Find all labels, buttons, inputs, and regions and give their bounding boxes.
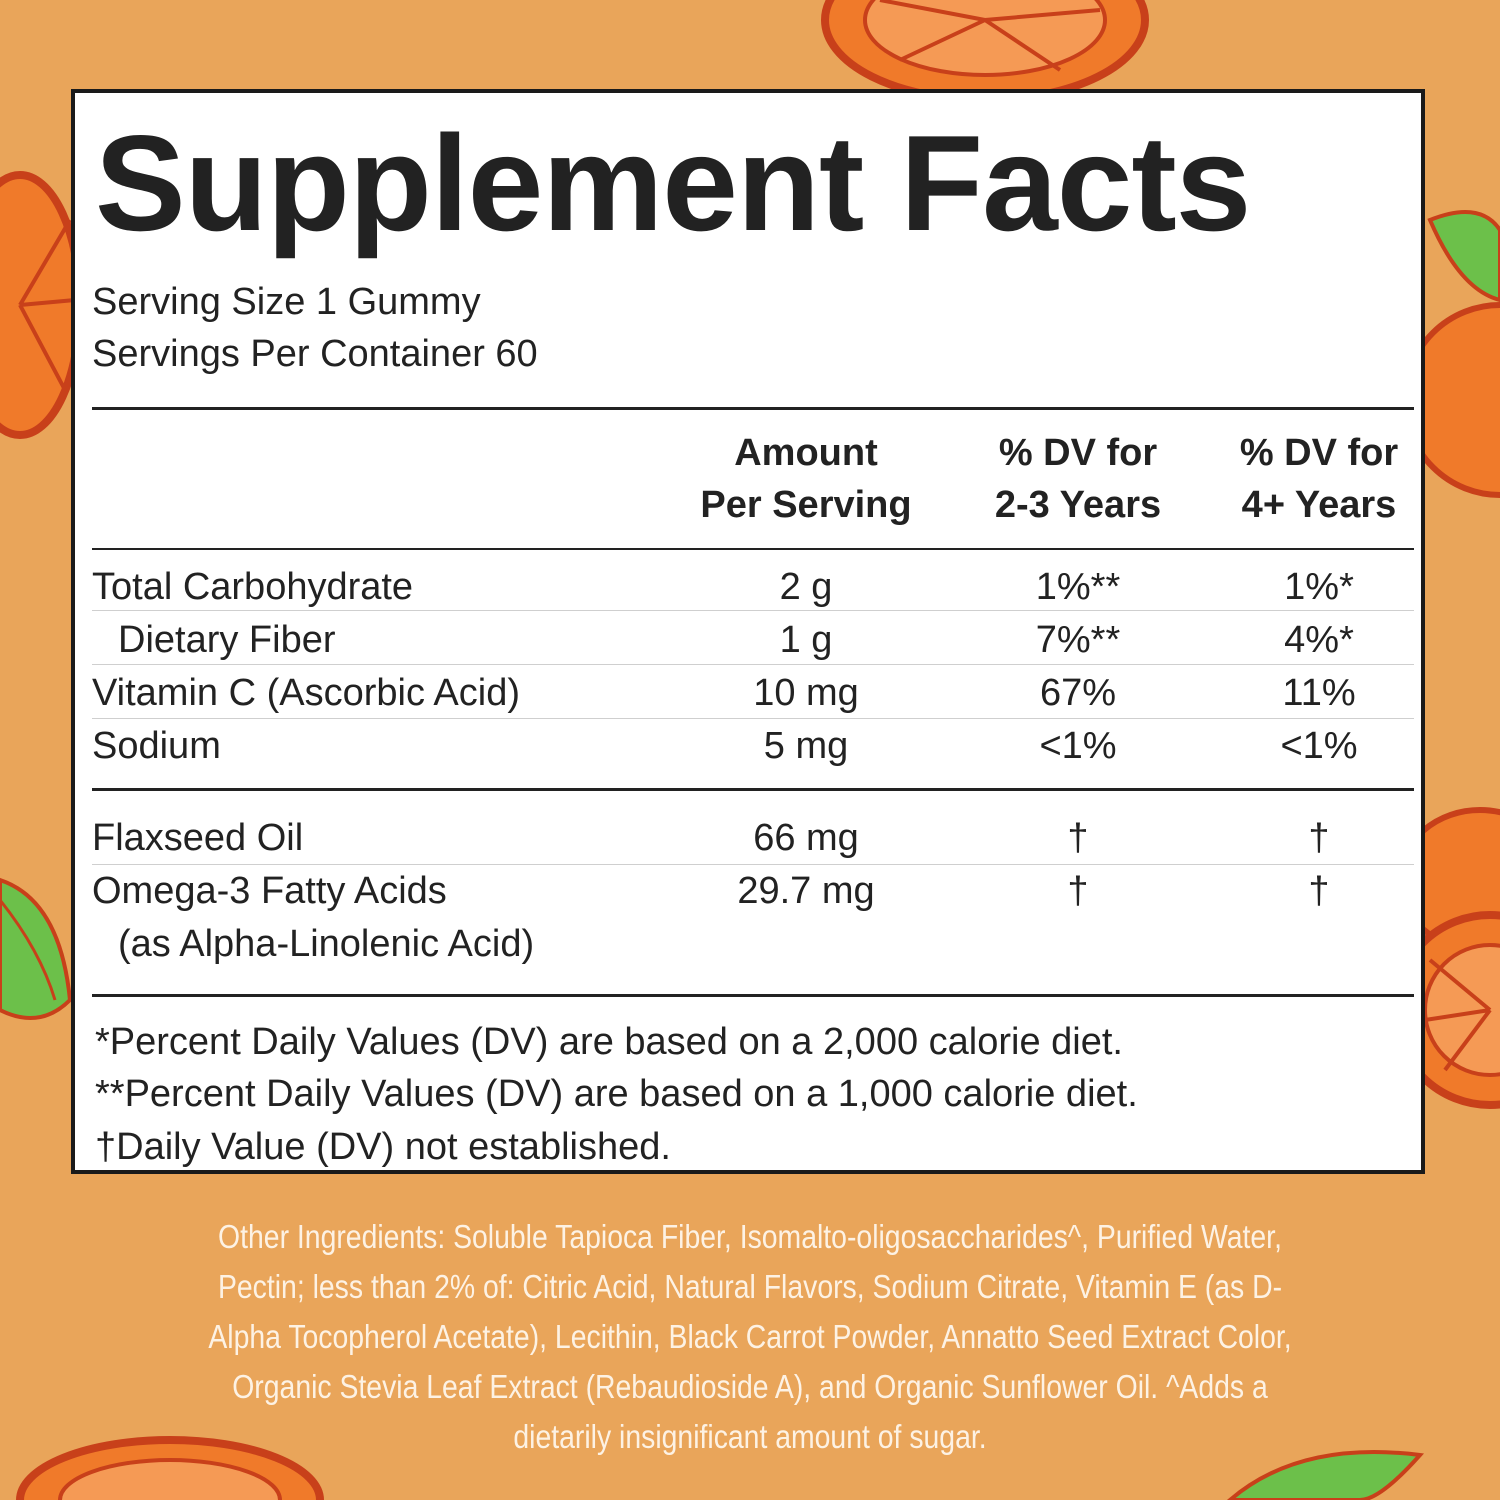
leaf-icon [1226,1450,1425,1500]
divider [92,407,1414,410]
nutrient-dv-4-plus: 4%* [1284,619,1354,661]
orange-slice-icon [821,0,1149,104]
divider [92,788,1414,791]
nutrient-dv-2-3: 1%** [1035,566,1121,608]
serving-size: Serving Size 1 Gummy [92,281,481,323]
nutrient-name: Sodium [92,725,221,767]
row-divider [92,864,1414,865]
servings-per-container: Servings Per Container 60 [92,333,538,375]
nutrient-dv-4-plus: † [1308,817,1330,859]
nutrient-name: Flaxseed Oil [92,817,304,859]
nutrient-name: Dietary Fiber [118,619,336,661]
nutrient-dv-2-3: <1% [1039,725,1117,767]
footnote-2000-calorie: *Percent Daily Values (DV) are based on … [95,1021,1123,1063]
footnote-dv-not-established: †Daily Value (DV) not established. [95,1126,671,1168]
panel-title: Supplement Facts [95,107,1251,259]
nutrient-dv-2-3: 67% [1039,672,1117,714]
row-divider [92,718,1414,719]
column-header-dv-2-3-years: % DV for 2-3 Years [994,432,1162,526]
leaf-icon [0,877,73,1020]
row-divider [92,610,1414,611]
nutrient-dv-2-3: † [1067,870,1089,912]
nutrient-amount: 66 mg [753,817,859,859]
nutrient-dv-4-plus: <1% [1280,725,1358,767]
divider [92,548,1414,550]
nutrient-amount: 5 mg [763,725,849,767]
nutrient-amount: 10 mg [753,672,859,714]
divider [92,994,1414,997]
nutrient-subname: (as Alpha-Linolenic Acid) [118,923,535,965]
nutrient-dv-4-plus: † [1308,870,1330,912]
footnote-1000-calorie: **Percent Daily Values (DV) are based on… [95,1073,1138,1115]
orange-slice-icon [16,1436,324,1500]
orange-slice-icon [0,171,84,439]
other-ingredients: Other Ingredients: Soluble Tapioca Fiber… [208,1218,1292,1455]
nutrient-dv-4-plus: 1%* [1284,566,1354,608]
column-header-dv-4-plus-years: % DV for 4+ Years [1239,432,1399,526]
nutrient-dv-2-3: † [1067,817,1089,859]
nutrient-amount: 2 g [779,566,833,608]
nutrient-amount: 29.7 mg [737,870,875,912]
nutrient-amount: 1 g [779,619,833,661]
nutrient-name: Total Carbohydrate [92,566,414,608]
nutrient-dv-4-plus: 11% [1282,672,1356,714]
column-header-amount: Amount Per Serving [700,432,912,526]
nutrient-name: Vitamin C (Ascorbic Acid) [92,672,520,714]
leaf-icon [1427,210,1500,303]
row-divider [92,664,1414,665]
supplement-facts-panel: Supplement Facts Serving Size 1 Gummy Se… [71,89,1425,1174]
nutrient-name: Omega-3 Fatty Acids [92,870,447,912]
nutrient-dv-2-3: 7%** [1035,619,1121,661]
